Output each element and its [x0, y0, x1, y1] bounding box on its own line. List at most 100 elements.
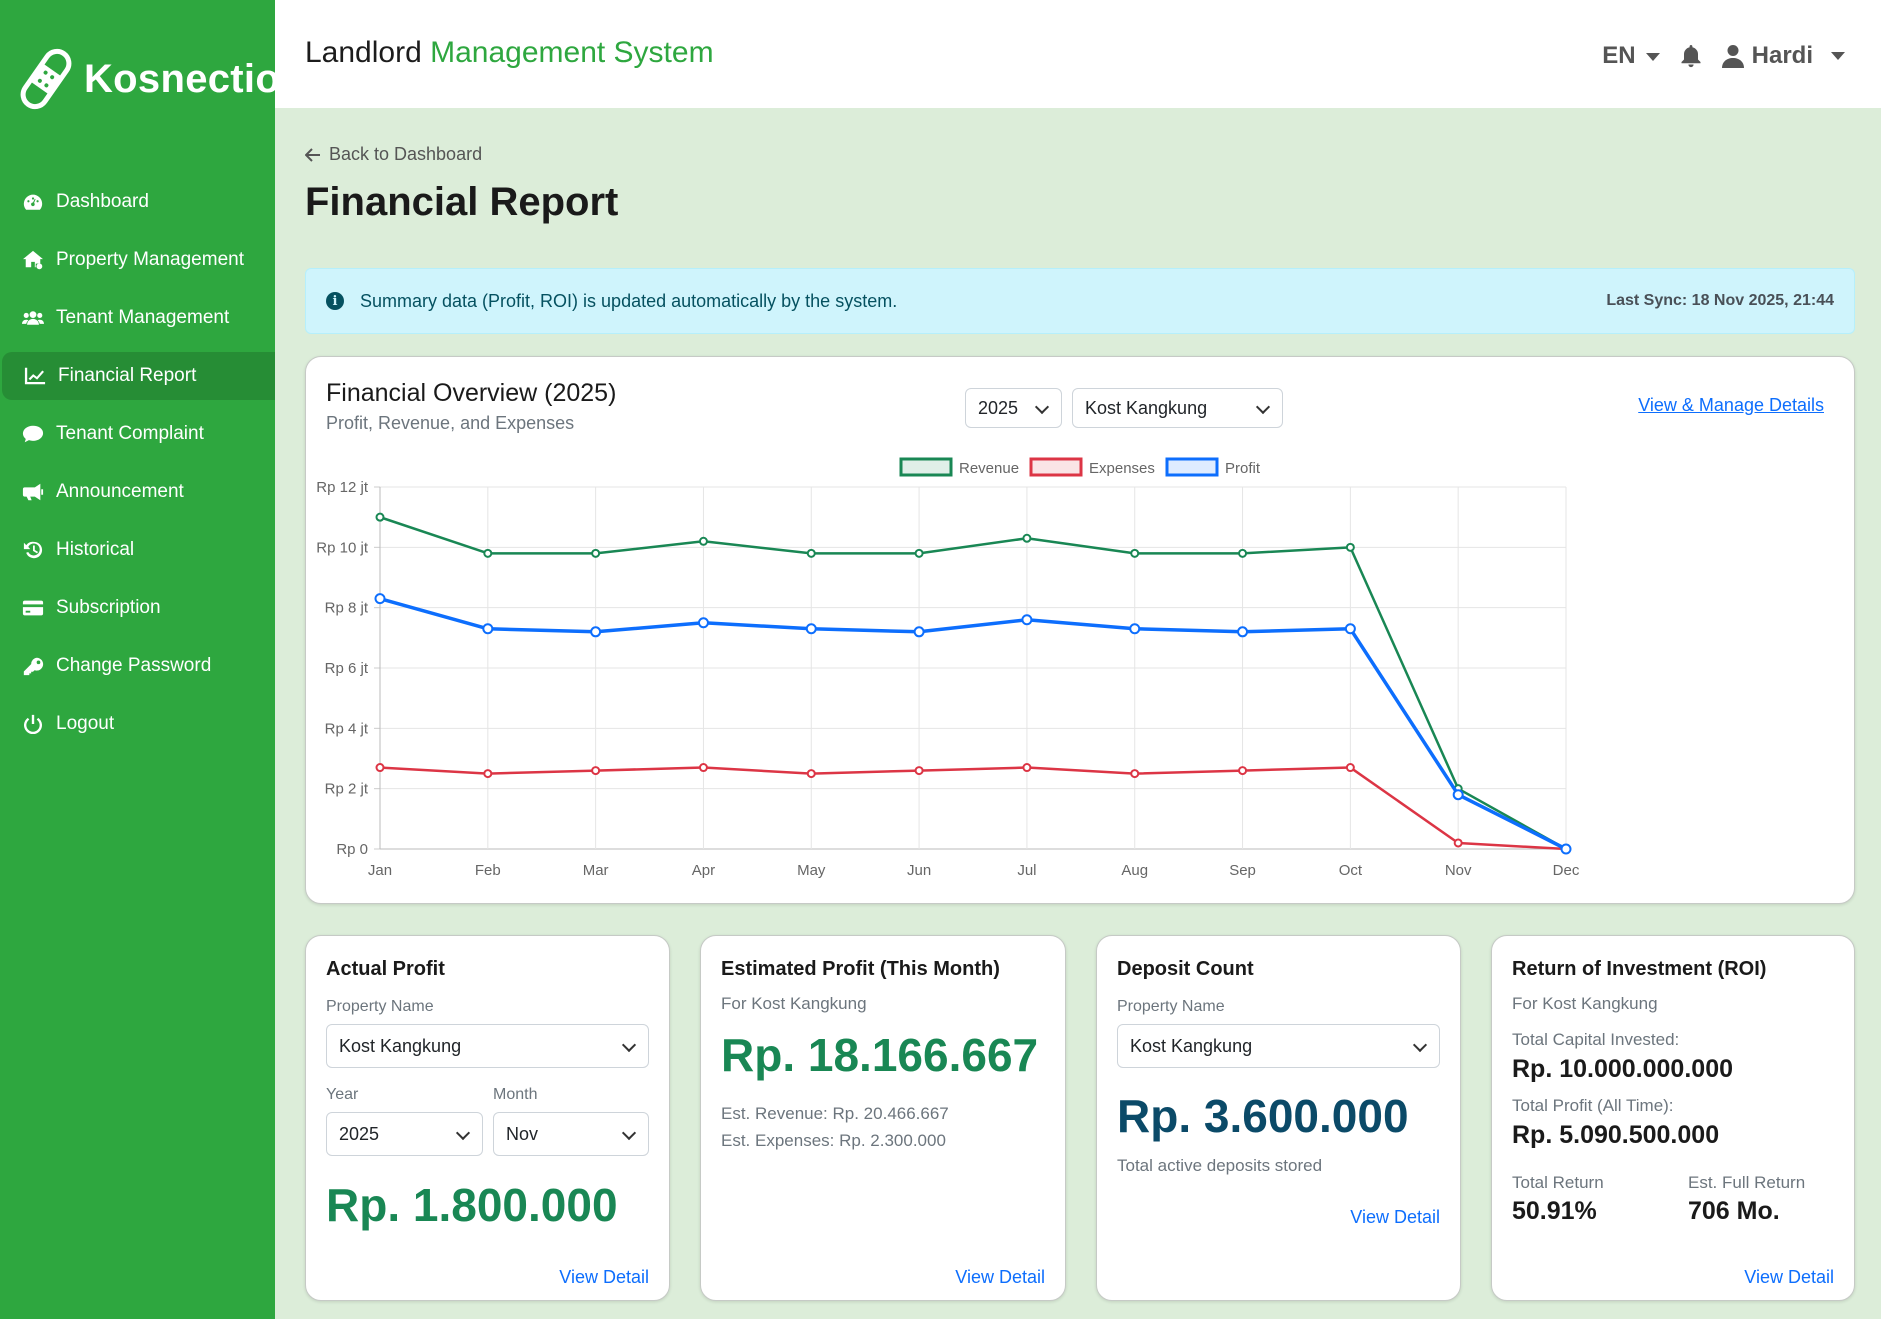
- financial-line-chart: Rp 0 Rp 2 jt Rp 4 jt Rp 6 jt Rp 8 jt Rp 10 jt…: [316, 457, 1580, 879]
- sidebar-item-label: Subscription: [56, 597, 161, 618]
- x-tick-label: Jul: [1017, 862, 1036, 879]
- deposit-property-select[interactable]: Kost Kangkung: [1117, 1024, 1440, 1068]
- deposit-title: Deposit Count: [1117, 958, 1254, 980]
- user-name: Hardi: [1751, 42, 1813, 69]
- property-select-value: Kost Kangkung: [339, 1035, 462, 1056]
- data-point-revenue: [914, 548, 924, 558]
- language-dropdown[interactable]: EN: [1602, 42, 1660, 70]
- estimated-profit-view-detail[interactable]: View Detail: [955, 1267, 1045, 1287]
- month-label: Month: [493, 1086, 538, 1103]
- user-menu[interactable]: Hardi: [1721, 42, 1845, 70]
- last-sync: Last Sync: 18 Nov 2025, 21:44: [1606, 292, 1834, 309]
- data-point-expenses: [1345, 763, 1355, 773]
- total-return-value: 50.91%: [1512, 1197, 1597, 1225]
- sidebar-item-logout[interactable]: Logout: [0, 700, 275, 748]
- sidebar-item-label: Announcement: [56, 481, 184, 502]
- roi-for: For Kost Kangkung: [1512, 994, 1658, 1013]
- history-icon: [20, 539, 46, 561]
- y-tick-label: Rp 12 jt: [316, 479, 369, 496]
- est-revenue: Est. Revenue: Rp. 20.466.667: [721, 1104, 949, 1123]
- sidebar-item-tenant-management[interactable]: Tenant Management: [0, 294, 275, 342]
- estimated-profit-for: For Kost Kangkung: [721, 994, 867, 1013]
- property-select[interactable]: Kost Kangkung: [1072, 388, 1283, 428]
- sidebar-item-tenant-complaint[interactable]: Tenant Complaint: [0, 410, 275, 458]
- roi-title: Return of Investment (ROI): [1512, 958, 1767, 980]
- data-point-expenses: [914, 766, 924, 776]
- sidebar-item-announcement[interactable]: Announcement: [0, 468, 275, 516]
- data-point-profit: [1021, 614, 1033, 626]
- actual-profit-view-detail[interactable]: View Detail: [559, 1267, 649, 1287]
- data-point-profit: [1560, 843, 1572, 855]
- x-tick-label: Oct: [1339, 862, 1363, 879]
- brand-name: Kosnection: [84, 56, 305, 101]
- power-icon: [20, 713, 46, 735]
- data-point-expenses: [483, 769, 493, 779]
- roi-view-detail[interactable]: View Detail: [1744, 1267, 1834, 1287]
- capital-label: Total Capital Invested:: [1512, 1030, 1680, 1049]
- data-point-profit: [805, 623, 817, 635]
- data-point-profit: [1452, 789, 1464, 801]
- data-point-profit: [1237, 626, 1249, 638]
- data-point-expenses: [698, 763, 708, 773]
- data-point-expenses: [1130, 769, 1140, 779]
- actual-profit-property-select[interactable]: Kost Kangkung: [326, 1024, 649, 1068]
- data-point-revenue: [375, 512, 385, 522]
- data-point-expenses: [591, 766, 601, 776]
- actual-profit-month-select[interactable]: Nov: [493, 1112, 649, 1156]
- sidebar-item-historical[interactable]: Historical: [0, 526, 275, 574]
- actual-profit-year-select[interactable]: 2025: [326, 1112, 483, 1156]
- sidebar-item-financial-report[interactable]: Financial Report: [2, 352, 275, 400]
- y-tick-label: Rp 2 jt: [325, 781, 369, 798]
- page-title: Financial Report: [305, 180, 619, 224]
- year-select-value: 2025: [978, 397, 1019, 418]
- property-name-label: Property Name: [1117, 998, 1225, 1015]
- full-return-label: Est. Full Return: [1688, 1173, 1806, 1192]
- year-select[interactable]: 2025: [965, 388, 1062, 428]
- gauge-icon: [20, 191, 46, 213]
- data-point-revenue: [1022, 533, 1032, 543]
- financial-overview-card: Financial Overview (2025) Profit, Revenu…: [305, 356, 1855, 904]
- y-tick-label: Rp 4 jt: [325, 720, 369, 737]
- series-line-expenses: [379, 766, 1567, 851]
- actual-profit-value: Rp. 1.800.000: [326, 1179, 618, 1231]
- y-tick-label: Rp 0: [336, 841, 368, 858]
- deposit-view-detail[interactable]: View Detail: [1350, 1207, 1440, 1227]
- alert-text: Summary data (Profit, ROI) is updated au…: [360, 290, 898, 311]
- sidebar-item-dashboard[interactable]: Dashboard: [0, 178, 275, 226]
- data-point-profit: [482, 623, 494, 635]
- estimated-profit-value: Rp. 18.166.667: [721, 1029, 1039, 1081]
- sidebar-item-label: Property Management: [56, 249, 244, 270]
- sidebar-item-property-management[interactable]: Property Management: [0, 236, 275, 284]
- x-tick-label: Dec: [1553, 862, 1580, 879]
- data-point-revenue: [806, 548, 816, 558]
- chart-line-icon: [22, 365, 48, 387]
- data-point-revenue: [698, 536, 708, 546]
- property-select-value: Kost Kangkung: [1130, 1035, 1253, 1056]
- deposit-note: Total active deposits stored: [1117, 1156, 1323, 1175]
- caret-down-icon: [1831, 52, 1845, 60]
- arrow-left-icon: [305, 147, 320, 162]
- top-header: Landlord Management System EN Hardi: [275, 0, 1881, 108]
- header-actions: EN Hardi: [1602, 42, 1845, 70]
- data-point-expenses: [806, 769, 816, 779]
- x-tick-label: Jun: [907, 862, 931, 879]
- property-name-label: Property Name: [326, 998, 434, 1015]
- data-point-revenue: [1130, 548, 1140, 558]
- est-expenses: Est. Expenses: Rp. 2.300.000: [721, 1131, 946, 1150]
- sidebar-item-subscription[interactable]: Subscription: [0, 584, 275, 632]
- back-label: Back to Dashboard: [329, 144, 483, 164]
- bell-icon[interactable]: [1680, 44, 1702, 68]
- brand[interactable]: Kosnection: [20, 44, 305, 114]
- view-manage-details-link[interactable]: View & Manage Details: [1638, 395, 1824, 415]
- data-point-revenue: [1238, 548, 1248, 558]
- key-icon: [20, 655, 46, 677]
- data-point-profit: [1129, 623, 1141, 635]
- sidebar: Kosnection Dashboard Property Management…: [0, 0, 304, 1319]
- data-point-expenses: [375, 763, 385, 773]
- users-icon: [20, 307, 46, 329]
- back-to-dashboard-link[interactable]: Back to Dashboard: [305, 144, 482, 165]
- app-title-accent: Management System: [430, 36, 714, 69]
- legend-swatch-profit: [1165, 457, 1219, 477]
- data-point-profit: [590, 626, 602, 638]
- sidebar-item-change-password[interactable]: Change Password: [0, 642, 275, 690]
